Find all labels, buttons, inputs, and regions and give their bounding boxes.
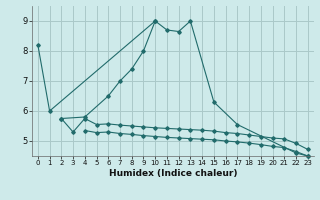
X-axis label: Humidex (Indice chaleur): Humidex (Indice chaleur): [108, 169, 237, 178]
